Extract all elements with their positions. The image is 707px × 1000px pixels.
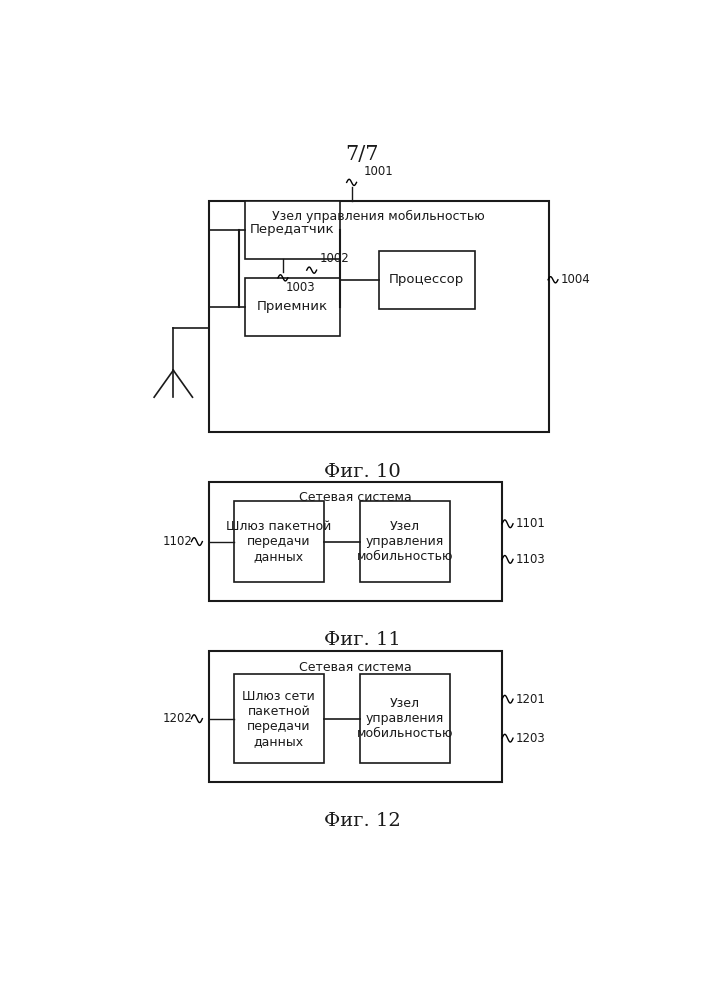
Text: 1201: 1201 [516, 693, 546, 706]
Text: 1202: 1202 [163, 712, 192, 725]
Text: 1103: 1103 [516, 553, 546, 566]
FancyBboxPatch shape [245, 201, 341, 259]
Text: Передатчик: Передатчик [250, 223, 335, 236]
FancyBboxPatch shape [360, 674, 450, 763]
Text: 1101: 1101 [516, 517, 546, 530]
FancyBboxPatch shape [245, 278, 341, 336]
Text: 1004: 1004 [561, 273, 590, 286]
FancyBboxPatch shape [233, 501, 324, 582]
Text: 1001: 1001 [363, 165, 393, 178]
Text: 1102: 1102 [163, 535, 192, 548]
FancyBboxPatch shape [379, 251, 474, 309]
Text: Фиг. 12: Фиг. 12 [324, 812, 401, 830]
Text: 1203: 1203 [516, 732, 546, 745]
Text: Фиг. 10: Фиг. 10 [324, 463, 401, 481]
FancyBboxPatch shape [360, 501, 450, 582]
Text: Узел
управления
мобильностью: Узел управления мобильностью [356, 520, 453, 563]
Text: Фиг. 11: Фиг. 11 [324, 631, 401, 649]
FancyBboxPatch shape [209, 201, 549, 432]
FancyBboxPatch shape [233, 674, 324, 763]
Text: Узел
управления
мобильностью: Узел управления мобильностью [356, 697, 453, 740]
Text: Шлюз сети
пакетной
передачи
данных: Шлюз сети пакетной передачи данных [243, 690, 315, 748]
Text: 7/7: 7/7 [346, 145, 379, 164]
Text: Сетевая система: Сетевая система [299, 661, 412, 674]
Text: Приемник: Приемник [257, 300, 328, 313]
Text: Шлюз пакетной
передачи
данных: Шлюз пакетной передачи данных [226, 520, 332, 563]
Text: Процессор: Процессор [389, 273, 464, 286]
Text: Узел управления мобильностью: Узел управления мобильностью [272, 210, 485, 223]
FancyBboxPatch shape [209, 651, 502, 782]
Text: 1003: 1003 [286, 281, 315, 294]
FancyBboxPatch shape [209, 482, 502, 601]
Text: Сетевая система: Сетевая система [299, 491, 412, 504]
Text: 1002: 1002 [320, 252, 350, 265]
